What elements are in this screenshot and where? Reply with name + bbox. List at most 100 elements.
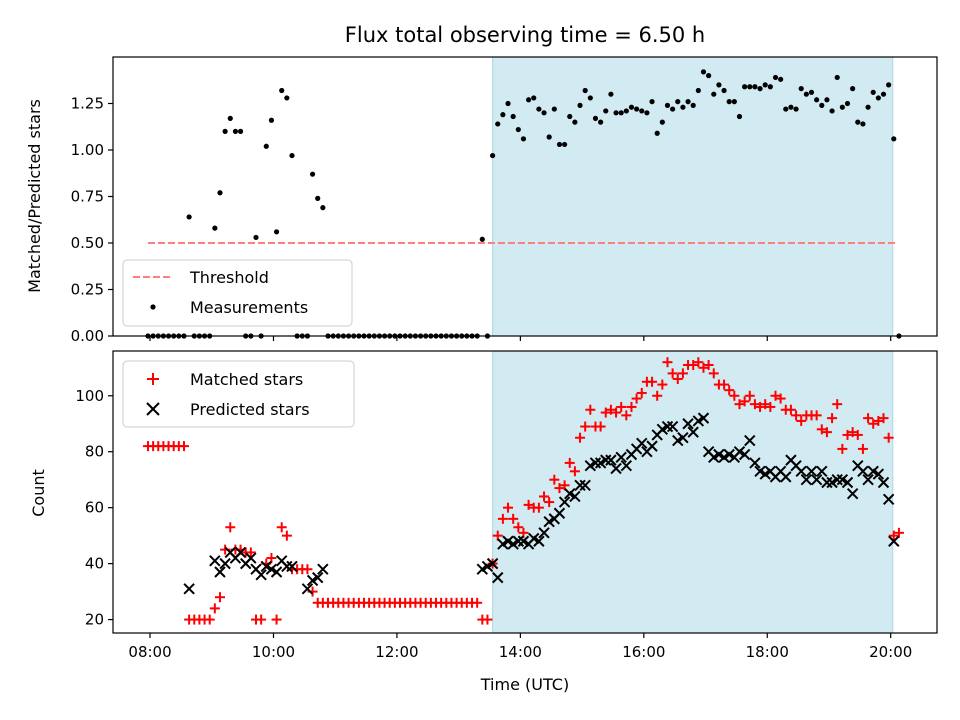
predicted-point (857, 465, 869, 478)
measurement-point (582, 87, 588, 94)
matched-point (893, 527, 904, 538)
measurement-point (268, 117, 275, 123)
matched-point (791, 410, 802, 421)
measurement-point (798, 86, 804, 92)
matched-point (559, 480, 570, 491)
predicted-legend-swatch (146, 402, 160, 416)
matched-point (544, 497, 555, 508)
matched-point (564, 457, 575, 468)
measurement-point (505, 100, 511, 107)
matched-point (626, 401, 637, 412)
matched-point (760, 399, 771, 410)
bottom-y-tick-label: 20 (85, 611, 104, 629)
matched-point (811, 410, 822, 421)
measurement-point (284, 95, 290, 101)
matched-point (585, 404, 596, 415)
predicted-point (846, 487, 859, 500)
matched-point (621, 410, 632, 421)
matched-point (575, 432, 586, 443)
matched-point (580, 421, 591, 432)
measurement-point (495, 121, 501, 127)
chart-title: Flux total observing time = 6.50 h (345, 23, 705, 47)
measurement-point (479, 236, 485, 242)
measurements-legend-label: Measurements (190, 298, 308, 317)
predicted-point (312, 571, 324, 584)
top-y-tick-label: 0.00 (71, 327, 104, 345)
matched-point (214, 592, 225, 603)
measurement-point (891, 136, 897, 142)
bottom-y-axis-label: Count (29, 469, 48, 517)
measurement-point (562, 141, 568, 148)
measurement-point (839, 104, 845, 110)
matched-point (256, 614, 267, 625)
top-points-layer (145, 69, 902, 339)
measurement-point (742, 84, 748, 90)
predicted-point (183, 583, 195, 595)
matched-point (672, 373, 683, 384)
measurement-point (598, 119, 604, 125)
matched-point (611, 407, 622, 418)
bottom-observing-span (492, 350, 894, 634)
top-y-tick-label: 0.75 (71, 188, 104, 206)
measurement-point (819, 102, 825, 108)
matched-point (657, 379, 668, 390)
predicted-point (800, 473, 813, 486)
measurement-point (237, 128, 244, 134)
predicted-point (615, 451, 627, 464)
matched-point (600, 407, 611, 418)
matched-point (605, 404, 616, 415)
predicted-point (872, 468, 885, 480)
matched-point (888, 530, 899, 541)
measurement-point (680, 104, 686, 110)
matched-point (827, 413, 838, 424)
matched-legend-swatch (147, 373, 159, 385)
matched-point (868, 418, 879, 429)
measurement-point (536, 106, 542, 112)
measurement-point (875, 95, 881, 101)
matched-point (549, 474, 560, 485)
measurement-point (608, 91, 614, 97)
measurement-point (695, 87, 701, 94)
measurement-point (814, 97, 820, 103)
predicted-point (605, 454, 617, 466)
predicted-point (486, 557, 499, 570)
x-tick-label: 20:00 (869, 643, 912, 661)
matched-point (729, 390, 740, 401)
matched-point (724, 385, 735, 396)
matched-point (703, 359, 714, 370)
predicted-point (749, 457, 761, 469)
matched-point (765, 401, 776, 412)
matched-point (302, 564, 313, 575)
predicted-point (281, 560, 293, 573)
matched-point (873, 415, 884, 426)
matched-point (698, 362, 709, 373)
matched-point (281, 530, 292, 541)
measurement-point (767, 84, 773, 90)
measurement-point (731, 99, 737, 105)
measurement-point (644, 110, 650, 116)
measurement-point (860, 121, 866, 127)
top-xticks-layer (149, 336, 892, 341)
measurement-point (567, 113, 573, 120)
measurement-point (880, 91, 887, 97)
measurement-point (546, 134, 552, 140)
matched-point (878, 413, 889, 424)
measurement-point (273, 229, 280, 235)
bottom-matched-layer (142, 357, 904, 625)
measurement-point (886, 82, 892, 88)
matched-point (513, 522, 524, 533)
predicted-point (589, 457, 602, 469)
measurement-point (685, 99, 691, 105)
measurement-point (762, 82, 768, 88)
measurement-point (551, 106, 557, 112)
measurement-point (526, 97, 532, 103)
measurement-point (577, 102, 583, 108)
predicted-point (841, 476, 854, 489)
matched-point (492, 530, 503, 541)
x-tick-label: 14:00 (499, 643, 542, 661)
bottom-span-layer (492, 350, 894, 634)
predicted-point (862, 473, 874, 486)
matched-point (569, 466, 580, 477)
measurement-point (834, 74, 840, 81)
matched-point (677, 368, 688, 379)
